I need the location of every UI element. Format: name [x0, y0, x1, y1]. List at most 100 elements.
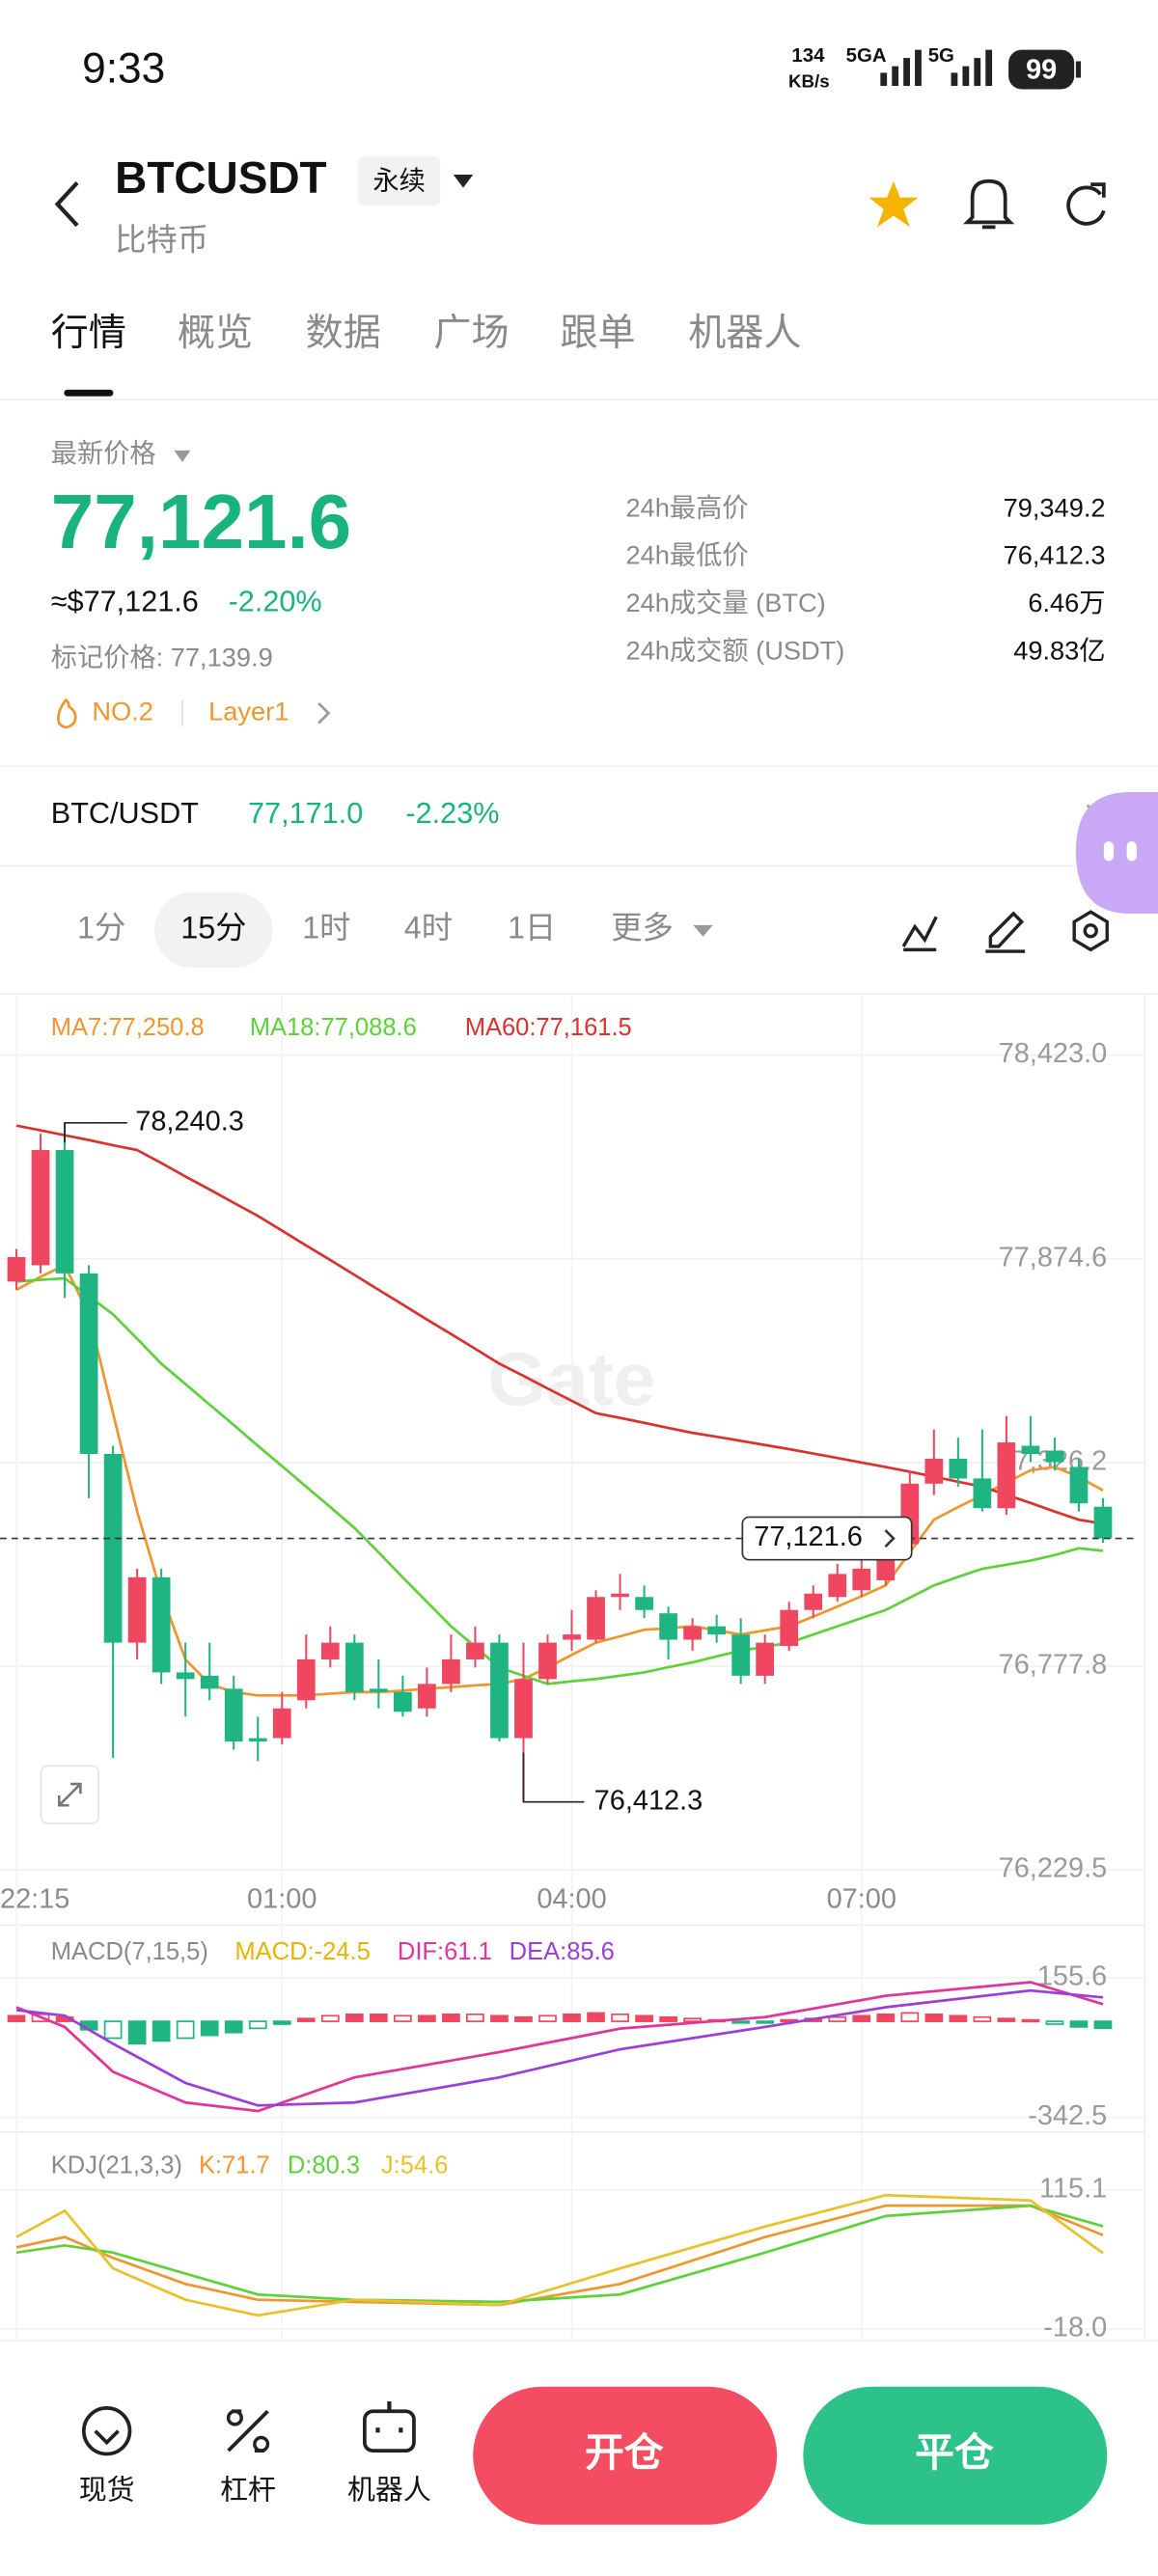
dropdown-arrow	[174, 450, 191, 462]
usd-price: ≈$77,121.6	[51, 585, 199, 617]
candle-body	[780, 1609, 799, 1647]
draw-icon[interactable]	[985, 911, 1026, 953]
candle-body	[152, 1576, 171, 1673]
rank[interactable]: NO.2	[92, 696, 153, 726]
x-tick-label: 04:00	[537, 1884, 606, 1915]
share-button[interactable]	[1066, 182, 1106, 226]
candle-body	[272, 1708, 291, 1739]
macd-bar	[659, 2015, 677, 2022]
candle-body	[924, 1459, 944, 1484]
coin-name: 比特币	[115, 222, 208, 257]
spot-pair[interactable]: BTC/USDT	[51, 797, 199, 830]
symbol: BTCUSDT	[115, 152, 326, 203]
nav-label[interactable]: 机器人	[347, 2475, 431, 2506]
macd-bar	[538, 2014, 557, 2022]
tab[interactable]: 跟单	[560, 313, 635, 354]
candle-body	[55, 1150, 74, 1274]
macd-bar	[828, 2015, 847, 2022]
interval[interactable]: 更多	[611, 910, 674, 945]
close-button[interactable]	[803, 2386, 1108, 2525]
settings-icon[interactable]	[1072, 910, 1109, 952]
stat-value: 76,412.3	[1004, 540, 1106, 570]
close-label: 平仓	[915, 2430, 994, 2475]
macd-bar	[756, 2020, 775, 2024]
candle-body	[296, 1658, 316, 1701]
tab[interactable]: 机器人	[688, 313, 801, 354]
candle-body	[852, 1568, 871, 1591]
indicator-line	[15, 1981, 1104, 2113]
candle-body	[997, 1442, 1016, 1509]
x-tick-label: 07:00	[827, 1884, 896, 1915]
nav-label[interactable]: 现货	[79, 2475, 135, 2506]
indicator-icon[interactable]	[901, 916, 938, 952]
open-label: 开仓	[585, 2430, 664, 2475]
tab[interactable]: 数据	[306, 313, 381, 354]
macd-bar	[7, 2014, 26, 2022]
last-price-tag	[741, 1516, 913, 1561]
sector-tag[interactable]: Layer1	[208, 696, 289, 726]
open-button[interactable]	[473, 2386, 778, 2525]
x-tick-label: 01:00	[247, 1884, 317, 1915]
interval-pill	[154, 891, 273, 969]
margin-icon	[227, 2409, 269, 2453]
robot-icon	[363, 2409, 416, 2453]
signal-icon	[880, 49, 922, 87]
macd-bar	[1021, 2018, 1040, 2023]
macd-bar	[611, 2013, 629, 2022]
macd-bar	[418, 2014, 436, 2022]
candle-body	[200, 1675, 219, 1689]
legend-entry: J:54.6	[381, 2151, 449, 2179]
indicator-line	[15, 1988, 1104, 2107]
candle-body	[514, 1679, 533, 1739]
tab[interactable]: 概览	[178, 313, 253, 354]
contract-badge[interactable]	[358, 156, 441, 206]
legend-entry: DEA:85.6	[510, 1938, 615, 1965]
spot-price: 77,171.0	[248, 797, 363, 830]
macd-bar	[248, 2020, 267, 2030]
interval[interactable]: 15分	[180, 910, 246, 945]
macd-bar	[514, 2015, 533, 2022]
candle-body	[224, 1688, 243, 1742]
candle-body	[490, 1642, 509, 1739]
legend-entry: MA18:77,088.6	[250, 1014, 417, 1041]
candle-body	[248, 1738, 267, 1742]
robot-icon-face	[375, 2401, 403, 2433]
charts: Gate78,423.077,874.677,326.276,777.876,2…	[0, 994, 1145, 2343]
back-button[interactable]	[54, 181, 79, 228]
tab[interactable]: 广场	[433, 313, 509, 354]
price-label: 最新价格	[51, 438, 156, 468]
alert-bell[interactable]	[963, 178, 1015, 230]
tab[interactable]: 行情	[51, 313, 126, 354]
candle-body	[7, 1256, 26, 1282]
interval[interactable]: 1时	[302, 910, 350, 945]
candle-body	[635, 1597, 653, 1610]
macd-bar	[272, 2020, 291, 2025]
settings-icon-center	[1083, 923, 1098, 939]
candle-body	[828, 1574, 847, 1598]
chevron	[317, 702, 331, 725]
interval[interactable]: 4时	[404, 910, 453, 945]
candle-body	[31, 1150, 50, 1266]
margin-icon-dot	[226, 2409, 243, 2426]
candle-body	[1093, 1506, 1113, 1539]
y-tick-label: -342.5	[1028, 2100, 1107, 2131]
interval[interactable]: 1分	[77, 910, 125, 945]
candle-body	[176, 1672, 195, 1680]
nav-label[interactable]: 杠杆	[220, 2475, 276, 2506]
macd-bar	[442, 2013, 460, 2022]
candle-body	[973, 1478, 992, 1509]
candle-body	[394, 1691, 412, 1713]
y-tick-label: 115.1	[1039, 2173, 1107, 2204]
battery-tip	[1075, 61, 1081, 78]
candle-body	[731, 1634, 751, 1676]
macd-bar	[466, 2013, 484, 2022]
macd-bar	[200, 2020, 219, 2037]
legend-entry: D:80.3	[288, 2151, 360, 2179]
assistant-bubble[interactable]	[1075, 791, 1158, 914]
y-tick-label: 76,229.5	[999, 1853, 1108, 1884]
favorite-star[interactable]	[868, 180, 919, 228]
interval[interactable]: 1日	[508, 910, 556, 945]
indicator-line	[15, 2204, 1104, 2304]
stat-label: 24h成交额 (USDT)	[626, 635, 845, 665]
x-tick-label: 22:15	[0, 1884, 69, 1915]
